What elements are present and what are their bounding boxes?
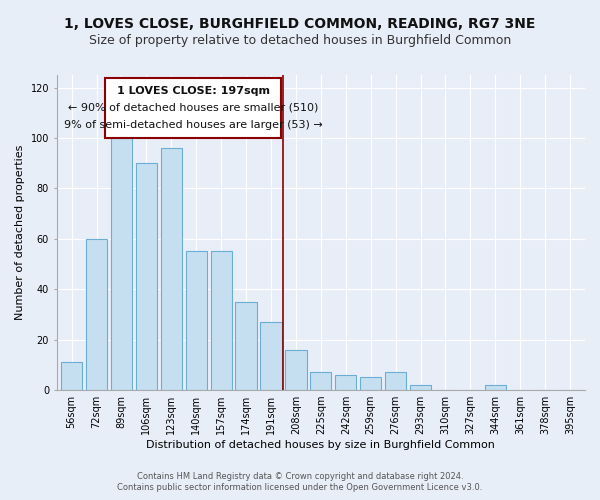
Y-axis label: Number of detached properties: Number of detached properties bbox=[15, 145, 25, 320]
Bar bbox=[310, 372, 331, 390]
Text: Contains public sector information licensed under the Open Government Licence v3: Contains public sector information licen… bbox=[118, 484, 482, 492]
Text: Contains HM Land Registry data © Crown copyright and database right 2024.: Contains HM Land Registry data © Crown c… bbox=[137, 472, 463, 481]
Bar bbox=[360, 378, 381, 390]
Bar bbox=[161, 148, 182, 390]
Bar bbox=[61, 362, 82, 390]
Bar bbox=[260, 322, 281, 390]
Text: 1 LOVES CLOSE: 197sqm: 1 LOVES CLOSE: 197sqm bbox=[116, 86, 269, 96]
Bar bbox=[136, 163, 157, 390]
Text: 9% of semi-detached houses are larger (53) →: 9% of semi-detached houses are larger (5… bbox=[64, 120, 323, 130]
Text: Size of property relative to detached houses in Burghfield Common: Size of property relative to detached ho… bbox=[89, 34, 511, 47]
Bar bbox=[286, 350, 307, 390]
Bar bbox=[86, 239, 107, 390]
Bar bbox=[105, 78, 281, 138]
Bar bbox=[185, 252, 207, 390]
Text: ← 90% of detached houses are smaller (510): ← 90% of detached houses are smaller (51… bbox=[68, 103, 319, 113]
X-axis label: Distribution of detached houses by size in Burghfield Common: Distribution of detached houses by size … bbox=[146, 440, 495, 450]
Bar bbox=[410, 385, 431, 390]
Bar bbox=[385, 372, 406, 390]
Bar bbox=[335, 375, 356, 390]
Bar bbox=[211, 252, 232, 390]
Bar bbox=[485, 385, 506, 390]
Bar bbox=[111, 138, 132, 390]
Bar bbox=[235, 302, 257, 390]
Text: 1, LOVES CLOSE, BURGHFIELD COMMON, READING, RG7 3NE: 1, LOVES CLOSE, BURGHFIELD COMMON, READI… bbox=[64, 18, 536, 32]
